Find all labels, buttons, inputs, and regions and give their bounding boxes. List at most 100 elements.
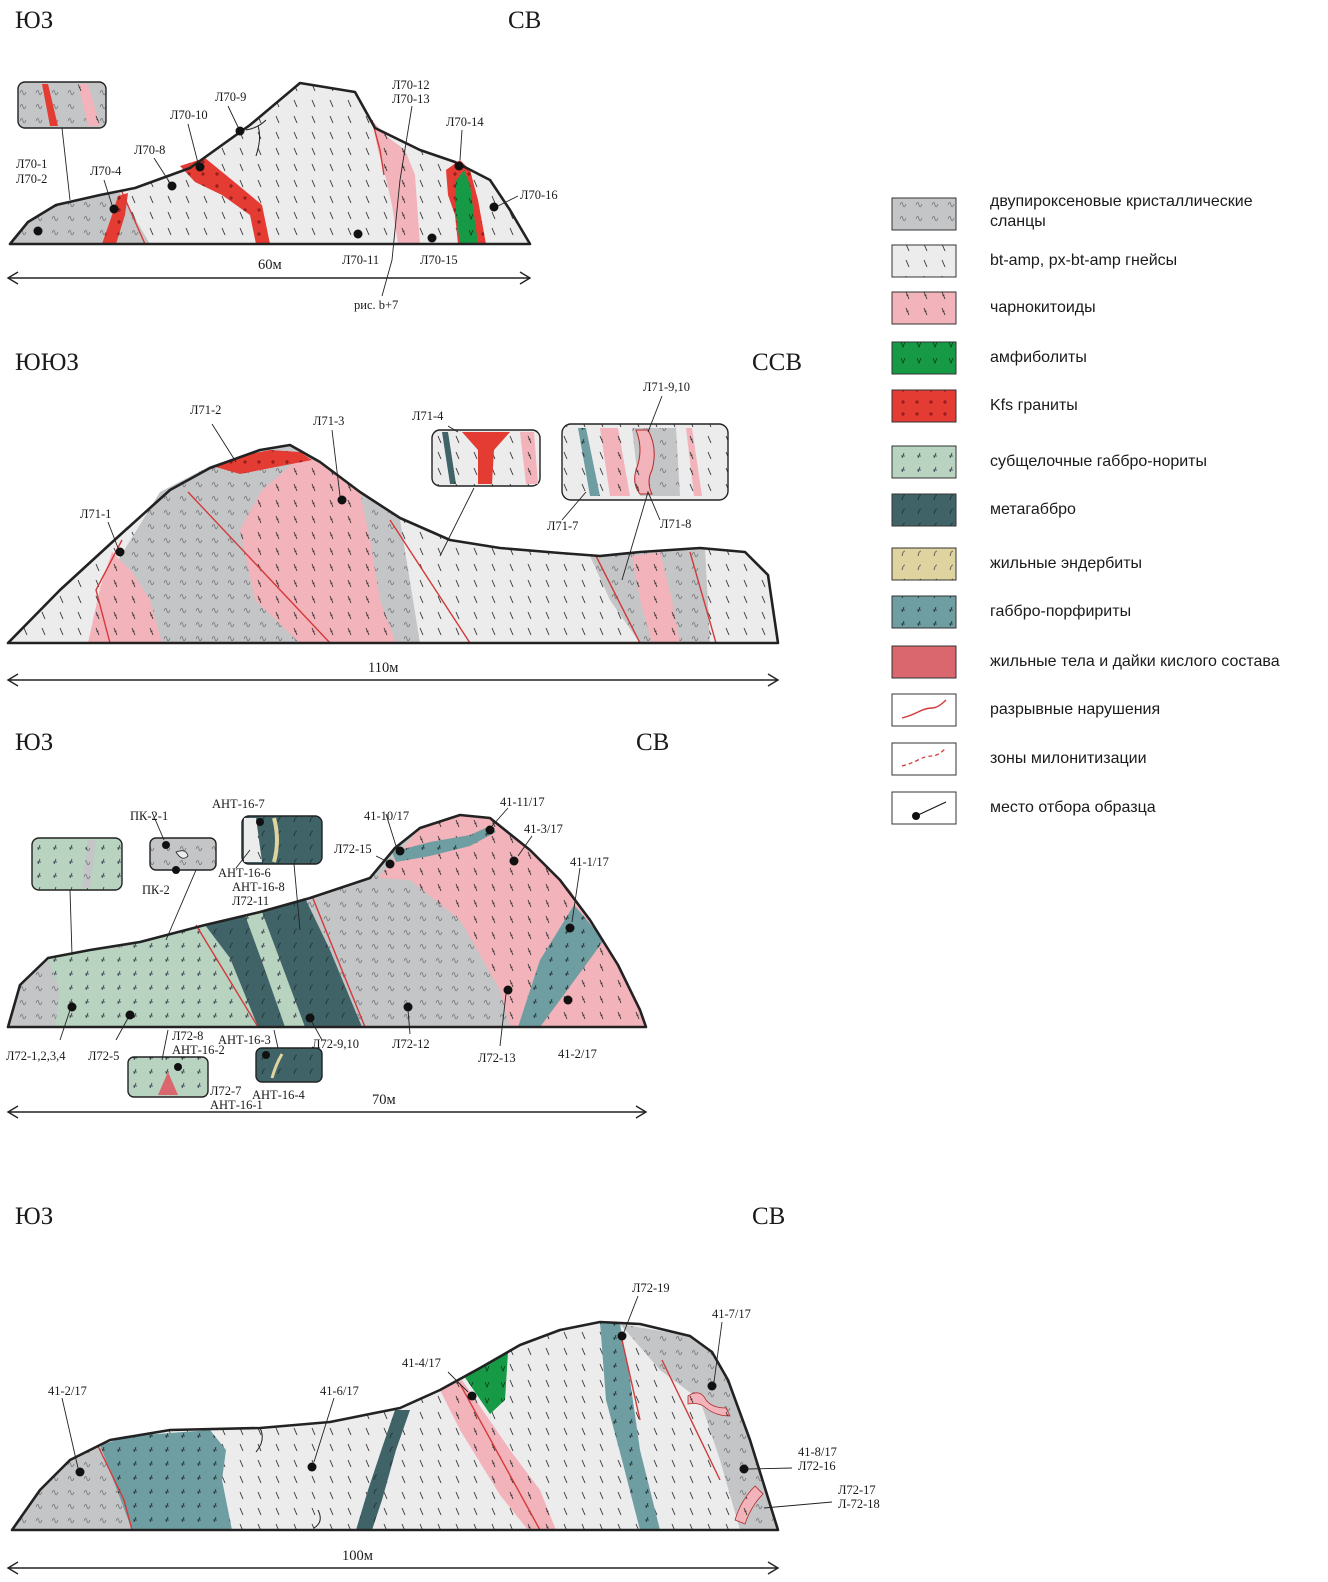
section-4-leaders	[61, 1295, 833, 1509]
legend-swatch-sample	[891, 791, 957, 825]
fault-line-icon	[901, 699, 947, 719]
label-41-2-17-s4: 41-2/17	[48, 1384, 87, 1398]
label-fig-ref: рис. b+7	[354, 298, 398, 312]
label-l70-14: Л70-14	[446, 115, 484, 129]
legend: двупироксеновые кристаллические сланцы b…	[891, 193, 1280, 825]
section-1-profile	[8, 81, 532, 246]
label-l70-10: Л70-10	[170, 108, 208, 122]
section-2-profile	[6, 443, 780, 645]
legend-swatch-metagabbro	[891, 493, 957, 527]
label-l71-3: Л71-3	[313, 414, 344, 428]
legend-label-endrb: жильные эндербиты	[990, 555, 1142, 572]
legend-item-kfs-granite: Kfs граниты	[891, 389, 1078, 423]
legend-label-fault: разрывные нарушения	[990, 701, 1160, 718]
section-3-profile	[6, 813, 648, 1029]
section-4-right-direction: СВ	[752, 1203, 785, 1230]
section-4-sample-points	[75, 1331, 749, 1477]
sample-point	[385, 859, 395, 869]
legend-label-dikes: жильные тела и дайки кислого состава	[990, 653, 1280, 670]
label-l71-7: Л71-7	[547, 519, 578, 533]
sample-point	[262, 1051, 270, 1059]
section-2-scale-bar: 110м	[6, 660, 780, 687]
sample-point	[707, 1381, 717, 1391]
label-ant-16-8: АНТ-16-8	[232, 880, 285, 894]
sample-point	[353, 229, 363, 239]
label-ant-16-7: АНТ-16-7	[212, 797, 265, 811]
label-41-1-17: 41-1/17	[570, 855, 609, 869]
sample-point	[337, 495, 347, 505]
section-3-left-direction: ЮЗ	[15, 729, 53, 756]
legend-label-porphyrite: габбро-порфириты	[990, 603, 1131, 620]
label-pk-2-1: ПК-2-1	[130, 809, 168, 823]
label-ant-16-1: АНТ-16-1	[210, 1098, 263, 1112]
label-41-11-17: 41-11/17	[500, 795, 545, 809]
label-l71-2: Л71-2	[190, 403, 221, 417]
sample-point	[485, 825, 495, 835]
legend-swatch-fault	[891, 693, 957, 727]
label-l70-9: Л70-9	[215, 90, 246, 104]
sample-point	[162, 841, 170, 849]
sample-point	[454, 161, 464, 171]
label-l70-15: Л70-15	[420, 253, 458, 267]
label-l72-11: Л72-11	[232, 894, 269, 908]
sample-point	[125, 1010, 135, 1020]
sample-point	[563, 995, 573, 1005]
legend-label-mylonite: зоны милонитизации	[990, 750, 1147, 767]
label-l72-18: Л-72-18	[838, 1497, 880, 1511]
sample-point	[172, 866, 180, 874]
legend-swatch-gneiss	[891, 244, 957, 278]
sample-point	[739, 1464, 749, 1474]
section-1-labels: Л70-1 Л70-2 Л70-4 Л70-8 Л70-9 Л70-10 Л70…	[16, 78, 558, 312]
label-ant-16-4: АНТ-16-4	[252, 1088, 306, 1102]
section-2-sample-points	[115, 495, 347, 557]
legend-swatch-gabbro-norite	[891, 445, 957, 479]
section-1-right-direction: СВ	[508, 7, 541, 34]
legend-label-kfs-granite: Kfs граниты	[990, 397, 1078, 414]
sample-point	[195, 162, 205, 172]
label-l72-9-10: Л72-9,10	[312, 1037, 359, 1051]
legend-label-gneiss: bt-amp, px-bt-amp гнейсы	[990, 252, 1177, 269]
sample-point	[467, 1391, 477, 1401]
sample-point	[305, 1013, 315, 1023]
legend-label-amphibolite: амфиболиты	[990, 349, 1087, 366]
label-l70-1: Л70-1	[16, 157, 47, 171]
label-l72-8: Л72-8	[172, 1029, 203, 1043]
label-l71-4: Л71-4	[412, 409, 444, 423]
sample-leader-icon	[915, 801, 947, 817]
label-l70-16: Л70-16	[520, 188, 558, 202]
legend-item-charno: чарнокитоиды	[891, 291, 1096, 325]
label-41-3-17: 41-3/17	[524, 822, 563, 836]
section-3: ЮЗ СВ	[6, 729, 669, 1119]
legend-item-sample: место отбора образца	[891, 791, 1156, 825]
sample-point	[115, 547, 125, 557]
sample-point	[489, 202, 499, 212]
sample-point	[33, 226, 43, 236]
section-1-inset	[17, 81, 107, 129]
section-1-scale-bar: 60м	[6, 257, 532, 285]
sample-point	[167, 181, 177, 191]
legend-swatch-amphibolite	[891, 341, 957, 375]
label-ant-16-3: АНТ-16-3	[218, 1033, 271, 1047]
legend-item-fault: разрывные нарушения	[891, 693, 1160, 727]
section-1: ЮЗ СВ	[6, 7, 558, 312]
sample-point	[395, 846, 405, 856]
section-2-leaders	[107, 395, 663, 581]
section-1-scale-label: 60м	[258, 257, 282, 273]
label-l72-13: Л72-13	[478, 1051, 516, 1065]
sample-point	[509, 856, 519, 866]
label-l70-4: Л70-4	[90, 164, 122, 178]
legend-swatch-kfs-granite	[891, 389, 957, 423]
sample-point	[427, 233, 437, 243]
section-2-inset-a	[431, 429, 541, 487]
legend-item-gneiss: bt-amp, px-bt-amp гнейсы	[891, 244, 1177, 278]
label-l70-2: Л70-2	[16, 172, 47, 186]
legend-item-schist: двупироксеновые кристаллические сланцы	[891, 193, 1253, 231]
section-2-right-direction: ССВ	[752, 349, 802, 376]
section-4-scale-bar: 100м	[6, 1548, 780, 1575]
label-l71-9-10: Л71-9,10	[643, 380, 690, 394]
section-3-insets	[31, 815, 323, 1098]
sample-point	[503, 985, 513, 995]
label-l72-17: Л72-17	[838, 1483, 876, 1497]
legend-swatch-dikes	[891, 645, 957, 679]
sample-point	[403, 1002, 413, 1012]
